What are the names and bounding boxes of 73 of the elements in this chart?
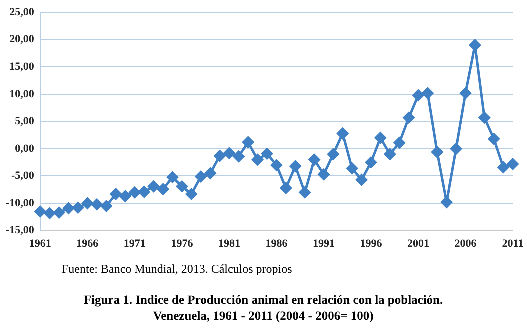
point (299, 186, 311, 198)
point (186, 188, 198, 200)
point (328, 148, 340, 160)
x-tick-label: 2006 (454, 238, 478, 250)
point (318, 168, 330, 180)
point (44, 208, 56, 220)
point (63, 202, 75, 214)
point (469, 40, 481, 52)
point (460, 88, 472, 100)
point (148, 180, 160, 192)
point (422, 88, 434, 100)
x-tick-label: 1996 (360, 238, 383, 250)
point (120, 190, 132, 202)
text: Figura 1. Indice de Producción animal en relación con la población. Venezuela, 1961 - 2011 (2004 - 2006= 100) (82, 292, 444, 324)
x-tick-label: 1991 (312, 238, 335, 250)
point (82, 198, 94, 210)
point (242, 136, 254, 148)
point (270, 160, 282, 172)
point (204, 168, 216, 180)
point (100, 200, 112, 212)
point (129, 186, 141, 198)
point (394, 137, 406, 149)
point (412, 90, 424, 102)
point (346, 162, 358, 174)
x-tick-label: 1986 (266, 238, 288, 250)
point (72, 202, 84, 214)
y-tick-label: 10,00 (10, 88, 35, 100)
point (280, 182, 292, 194)
y-tick-label: 5,00 (15, 116, 35, 128)
y-tick-label: -5,00 (11, 170, 35, 182)
x-tick-label: 2011 (502, 238, 524, 250)
point (252, 154, 264, 166)
point (166, 172, 178, 184)
x-tick-label: 1971 (124, 238, 146, 250)
point (110, 188, 122, 200)
point (488, 133, 500, 145)
point (54, 207, 66, 219)
x-tick-label: 1966 (76, 238, 100, 250)
point (34, 206, 46, 218)
x-tick-label: 1976 (171, 238, 194, 250)
point (450, 143, 462, 155)
point (374, 132, 386, 144)
point (365, 156, 377, 168)
point (91, 198, 103, 210)
point (233, 150, 245, 162)
point (356, 174, 368, 186)
point (403, 112, 415, 124)
point (214, 150, 226, 162)
point (262, 148, 274, 160)
y-tick-label: 0,00 (15, 142, 35, 155)
y-tick-label: 25,00 (10, 6, 35, 18)
point (158, 184, 170, 196)
point (138, 186, 150, 198)
point (507, 158, 519, 170)
point (441, 196, 453, 208)
y-tick-label: -15,00 (6, 224, 35, 237)
x-tick-label: 2001 (407, 238, 430, 250)
x-tick-label: 1981 (218, 238, 240, 250)
point (176, 180, 188, 192)
y-tick-label: 20,00 (10, 34, 35, 46)
source-note: Fuente: Banco Mundial, 2013. Cálculos propios (62, 262, 292, 277)
point (195, 171, 207, 183)
point (478, 112, 490, 124)
point (224, 148, 236, 160)
point (498, 162, 510, 174)
point (432, 146, 444, 158)
x-tick-label: 1961 (29, 238, 52, 250)
point (384, 148, 396, 160)
point (308, 154, 320, 166)
point (290, 160, 302, 172)
y-tick-label: 15,00 (10, 60, 35, 73)
y-tick-label: -10,00 (6, 197, 35, 210)
point (337, 128, 349, 140)
